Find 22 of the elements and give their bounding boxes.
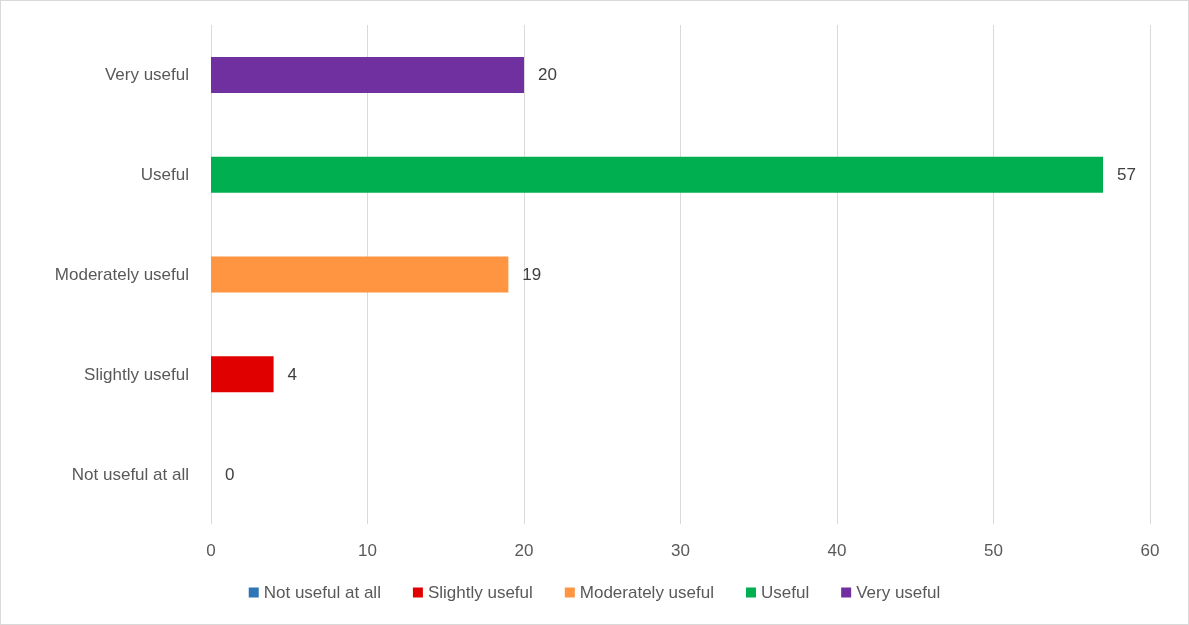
data-label: 20 <box>538 65 557 85</box>
x-tick-label: 50 <box>984 541 1003 560</box>
x-tick-label: 10 <box>358 541 377 560</box>
legend-label: Slightly useful <box>427 583 533 602</box>
legend-label: Moderately useful <box>579 583 714 602</box>
data-label: 57 <box>1117 165 1136 185</box>
x-tick-label: 60 <box>1140 541 1160 560</box>
data-label: 19 <box>522 265 542 284</box>
legend-label: Very useful <box>856 583 941 602</box>
y-tick-label: Moderately useful <box>54 265 189 284</box>
y-tick-label: Not useful at all <box>71 464 189 484</box>
x-tick-label: 40 <box>827 541 847 560</box>
y-tick-label: Slightly useful <box>84 364 189 384</box>
data-label: 0 <box>225 464 235 484</box>
legend-label: Not useful at all <box>263 583 381 602</box>
x-tick-label: 20 <box>514 541 534 560</box>
y-tick-label: Useful <box>140 165 189 185</box>
x-tick-label: 0 <box>206 541 216 560</box>
x-tick-label: 30 <box>671 541 690 560</box>
legend-label: Useful <box>760 583 810 602</box>
y-tick-label: Very useful <box>104 65 189 85</box>
data-label: 4 <box>287 364 298 384</box>
